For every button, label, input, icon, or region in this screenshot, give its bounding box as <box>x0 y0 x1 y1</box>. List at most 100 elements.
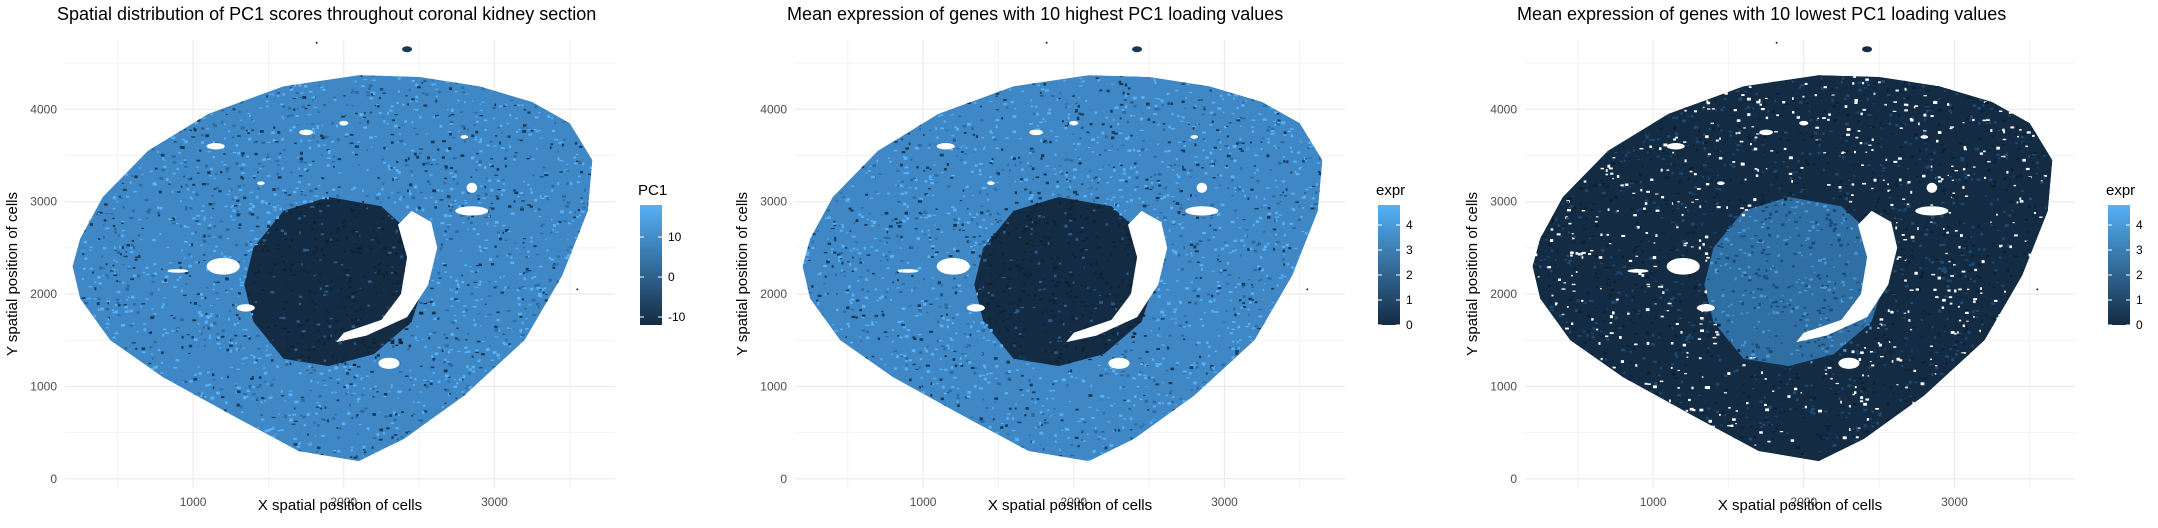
cell-point <box>1039 203 1041 206</box>
cell-point <box>210 313 214 314</box>
cell-point <box>1239 299 1241 301</box>
cell-point <box>862 329 865 331</box>
cell-point <box>1070 455 1074 456</box>
cell-point <box>435 353 439 355</box>
cell-point <box>253 356 255 359</box>
cell-point <box>543 287 546 289</box>
cell-point <box>317 323 320 325</box>
cell-point <box>929 256 931 258</box>
cell-point <box>1095 177 1098 178</box>
cell-point <box>1203 382 1207 383</box>
cell-point <box>1157 182 1160 184</box>
cell-point <box>226 114 228 115</box>
cell-point <box>389 391 391 392</box>
cell-point <box>987 303 991 306</box>
cell-point <box>1104 343 1107 346</box>
cell-point <box>319 260 322 261</box>
cell-point <box>1082 380 1085 383</box>
cell-point <box>270 428 273 430</box>
cell-point <box>110 270 114 271</box>
cell-point <box>166 247 169 248</box>
cell-point <box>188 265 191 268</box>
cell-point <box>1254 250 1257 253</box>
cell-point <box>895 185 897 186</box>
cell-point <box>1240 167 1242 170</box>
cell-point <box>1103 445 1105 446</box>
cell-point <box>146 298 149 300</box>
cell-point <box>345 370 347 372</box>
cell-point <box>210 305 213 306</box>
cell-point <box>335 414 337 415</box>
cell-point <box>856 219 859 222</box>
cell-point <box>97 302 100 305</box>
cell-point <box>128 266 130 268</box>
cell-point <box>327 338 330 340</box>
cell-point <box>1211 368 1213 371</box>
cell-point <box>1271 288 1274 290</box>
cell-point <box>434 84 437 85</box>
cell-point <box>298 181 301 183</box>
cell-point <box>197 366 200 367</box>
cell-point <box>332 417 334 420</box>
cell-point <box>103 236 105 239</box>
cell-point <box>929 304 932 305</box>
cell-point <box>355 91 359 94</box>
cell-point <box>924 217 928 219</box>
cell-point <box>454 175 457 178</box>
cell-point <box>190 302 192 304</box>
cell-point <box>1054 408 1056 410</box>
cell-point <box>1297 152 1300 154</box>
cell-point <box>379 112 382 114</box>
cell-point <box>346 269 350 271</box>
cell-point <box>258 358 262 359</box>
cell-point <box>261 200 265 202</box>
cell-point <box>170 315 173 316</box>
cell-point <box>332 189 335 191</box>
cell-point <box>272 427 274 430</box>
cell-point <box>429 333 432 335</box>
cell-point <box>1061 320 1063 323</box>
cell-point <box>415 109 418 111</box>
cell-point <box>220 221 223 223</box>
cell-point <box>389 110 392 112</box>
cell-point <box>213 379 215 381</box>
cell-point <box>521 334 525 336</box>
cell-point <box>263 239 266 242</box>
cell-point <box>1029 218 1032 221</box>
cell-point <box>1041 312 1044 314</box>
cell-point <box>1229 291 1233 293</box>
cell-point <box>327 203 330 204</box>
cell-point <box>305 108 308 110</box>
cell-point <box>299 175 303 176</box>
cell-point <box>521 127 525 128</box>
cell-point <box>294 443 298 446</box>
cell-point <box>270 354 272 355</box>
cell-point <box>238 317 240 319</box>
cell-point <box>840 258 842 259</box>
cell-point <box>391 134 395 135</box>
cell-point <box>1028 379 1030 382</box>
cell-point <box>992 341 996 342</box>
cell-point <box>885 296 887 298</box>
cell-point <box>566 164 568 165</box>
cell-point <box>308 443 312 445</box>
cell-point <box>1151 330 1153 332</box>
cell-point <box>1238 142 1242 144</box>
cell-point <box>509 345 511 347</box>
cell-point <box>135 259 138 261</box>
cell-point <box>461 154 465 157</box>
cell-point <box>1134 167 1136 169</box>
cell-point <box>972 217 976 218</box>
cell-point <box>436 116 440 117</box>
cell-point <box>913 197 917 199</box>
cell-point <box>507 123 509 125</box>
cell-point <box>951 349 953 350</box>
cell-point <box>937 321 939 323</box>
cell-point <box>537 287 541 290</box>
cell-point <box>135 348 137 350</box>
cell-point <box>316 246 319 249</box>
cell-point <box>273 206 277 209</box>
cell-point <box>321 249 324 252</box>
cell-point <box>508 135 510 138</box>
